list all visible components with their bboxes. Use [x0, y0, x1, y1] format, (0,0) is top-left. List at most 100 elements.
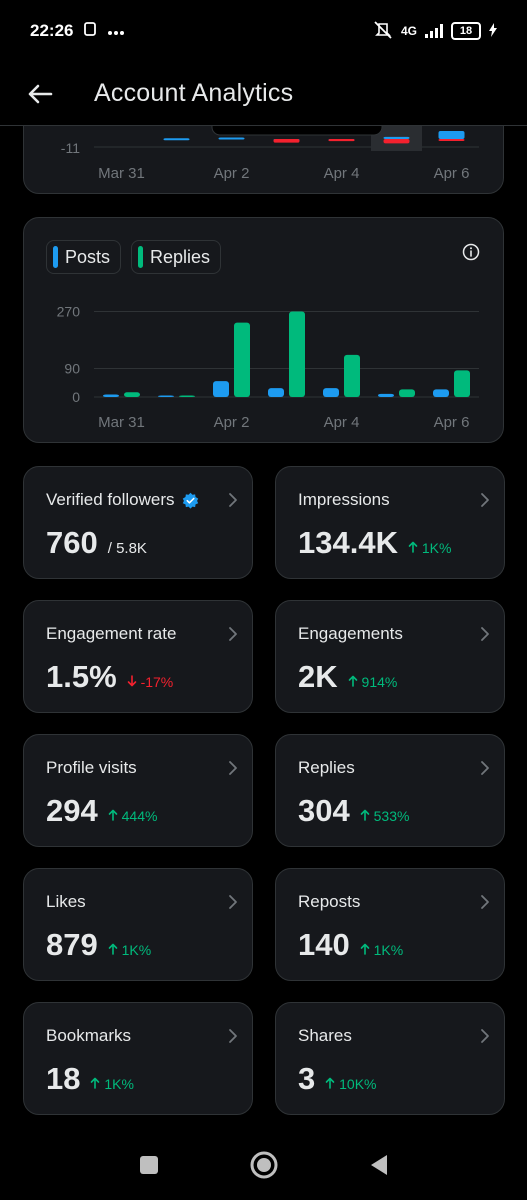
signal-icon [425, 24, 443, 38]
metric-card-engagements[interactable]: Engagements 2K 914% [275, 600, 505, 713]
verified-badge-icon [182, 492, 198, 509]
bar-posts-5[interactable] [378, 393, 394, 397]
metric-change: 1K% [360, 942, 403, 958]
metric-change-value: 1K% [121, 942, 152, 958]
metric-change: 10K% [325, 1076, 377, 1092]
page-title: Account Analytics [94, 79, 294, 107]
metric-value: 140 [298, 927, 350, 962]
metric-label-text: Replies [298, 758, 355, 777]
metric-label: Reposts [298, 892, 360, 912]
metric-change-value: 444% [121, 808, 158, 824]
metric-value-row: 134.4K 1K% [298, 525, 451, 561]
metric-label: Verified followers [46, 490, 199, 510]
y-tick-label: 270 [57, 304, 81, 320]
legend-replies-label: Replies [150, 246, 211, 267]
bar-1-5[interactable] [383, 139, 410, 144]
arrow-left-icon [28, 84, 53, 103]
x-tick-label: Apr 2 [214, 414, 250, 431]
chevron-right-icon [481, 761, 489, 775]
metric-card-likes[interactable]: Likes 879 1K% [23, 868, 253, 981]
metric-change-value: 1K% [104, 1076, 134, 1092]
chevron-right-icon [481, 1029, 489, 1043]
replies-swatch [138, 246, 144, 268]
metric-card-replies[interactable]: Replies 304 533% [275, 734, 505, 847]
arrow-up-icon [91, 1077, 100, 1089]
metric-card-profile-visits[interactable]: Profile visits 294 444% [23, 734, 253, 847]
more-notifications-icon [107, 21, 125, 41]
metric-value: 294 [46, 793, 98, 828]
bar-posts-6[interactable] [433, 389, 449, 397]
metric-label: Profile visits [46, 758, 137, 778]
bar-1-4[interactable] [328, 139, 355, 142]
metric-card-engagement-rate[interactable]: Engagement rate 1.5% -17% [23, 600, 253, 713]
app-header: Account Analytics [0, 62, 527, 126]
metric-card-reposts[interactable]: Reposts 140 1K% [275, 868, 505, 981]
info-icon [462, 243, 480, 261]
metric-label: Shares [298, 1026, 352, 1046]
metric-change-value: 10K% [339, 1076, 377, 1092]
system-nav-bar [0, 1130, 527, 1200]
triangle-back-icon [370, 1155, 387, 1175]
bar-replies-0[interactable] [124, 392, 140, 397]
metric-value-row: 140 1K% [298, 927, 403, 963]
metric-value: 879 [46, 927, 98, 962]
x-tick-label: Apr 6 [434, 165, 470, 182]
bar-posts-3[interactable] [268, 388, 284, 397]
bar-posts-0[interactable] [103, 394, 119, 397]
bar-replies-3[interactable] [289, 311, 305, 398]
bar-replies-4[interactable] [344, 354, 360, 397]
info-button[interactable] [461, 242, 481, 262]
bar-0-5[interactable] [383, 136, 410, 139]
y-tick-label: 0 [72, 389, 80, 405]
metric-value-row: 879 1K% [46, 927, 151, 963]
bar-0-1[interactable] [163, 138, 190, 141]
metric-card-shares[interactable]: Shares 3 10K% [275, 1002, 505, 1115]
recents-button[interactable] [134, 1150, 164, 1180]
posts-swatch [53, 246, 58, 268]
chevron-right-icon [229, 627, 237, 641]
bar-replies-2[interactable] [234, 322, 250, 397]
metric-change: 1K% [108, 942, 151, 958]
legend-posts[interactable]: Posts [46, 240, 122, 274]
metric-card-impressions[interactable]: Impressions 134.4K 1K% [275, 466, 505, 579]
metric-value-row: 760 / 5.8K [46, 525, 147, 561]
posts-replies-chart-card: Posts Replies 0 90 270 Mar 31 Apr 2 Apr 4 Apr … [23, 217, 504, 443]
battery-level: 18 [459, 25, 473, 37]
metric-change: 444% [108, 808, 158, 824]
bar-0-2[interactable] [218, 137, 245, 140]
home-button[interactable] [249, 1150, 279, 1180]
metric-value: 304 [298, 793, 350, 828]
x-tick-label: Apr 6 [434, 414, 470, 431]
bar-replies-5[interactable] [399, 389, 415, 397]
bar-replies-6[interactable] [454, 370, 470, 397]
legend-replies[interactable]: Replies [131, 240, 222, 274]
chevron-right-icon [229, 895, 237, 909]
metric-label-text: Profile visits [46, 758, 137, 777]
chevron-right-icon [229, 761, 237, 775]
metric-card-verified-followers[interactable]: Verified followers 760 / 5.8K [23, 466, 253, 579]
bar-1-3[interactable] [273, 139, 300, 143]
bar-posts-4[interactable] [323, 388, 339, 397]
bar-posts-1[interactable] [158, 395, 174, 398]
metric-value-row: 2K 914% [298, 659, 397, 695]
x-tick-label: Mar 31 [98, 414, 145, 431]
metric-change-value: 1K% [373, 942, 404, 958]
back-button[interactable] [20, 74, 60, 114]
metric-value: 1.5% [46, 659, 117, 694]
y-tick-label: 90 [64, 361, 80, 377]
mute-icon [373, 20, 393, 42]
bar-0-6[interactable] [438, 131, 465, 139]
metric-change: -17% [127, 674, 174, 690]
metric-value-row: 304 533% [298, 793, 409, 829]
bar-posts-2[interactable] [213, 381, 229, 397]
back-nav-button[interactable] [364, 1150, 394, 1180]
bar-replies-1[interactable] [179, 395, 195, 398]
screenshot-notification-icon [83, 21, 97, 41]
x-tick-label: Apr 4 [324, 165, 360, 182]
metric-change-value: 533% [373, 808, 410, 824]
arrow-down-icon [127, 675, 136, 687]
metric-change-value: -17% [140, 674, 174, 690]
bar-1-6[interactable] [438, 139, 465, 141]
metric-card-bookmarks[interactable]: Bookmarks 18 1K% [23, 1002, 253, 1115]
x-tick-label: Mar 31 [98, 165, 145, 182]
